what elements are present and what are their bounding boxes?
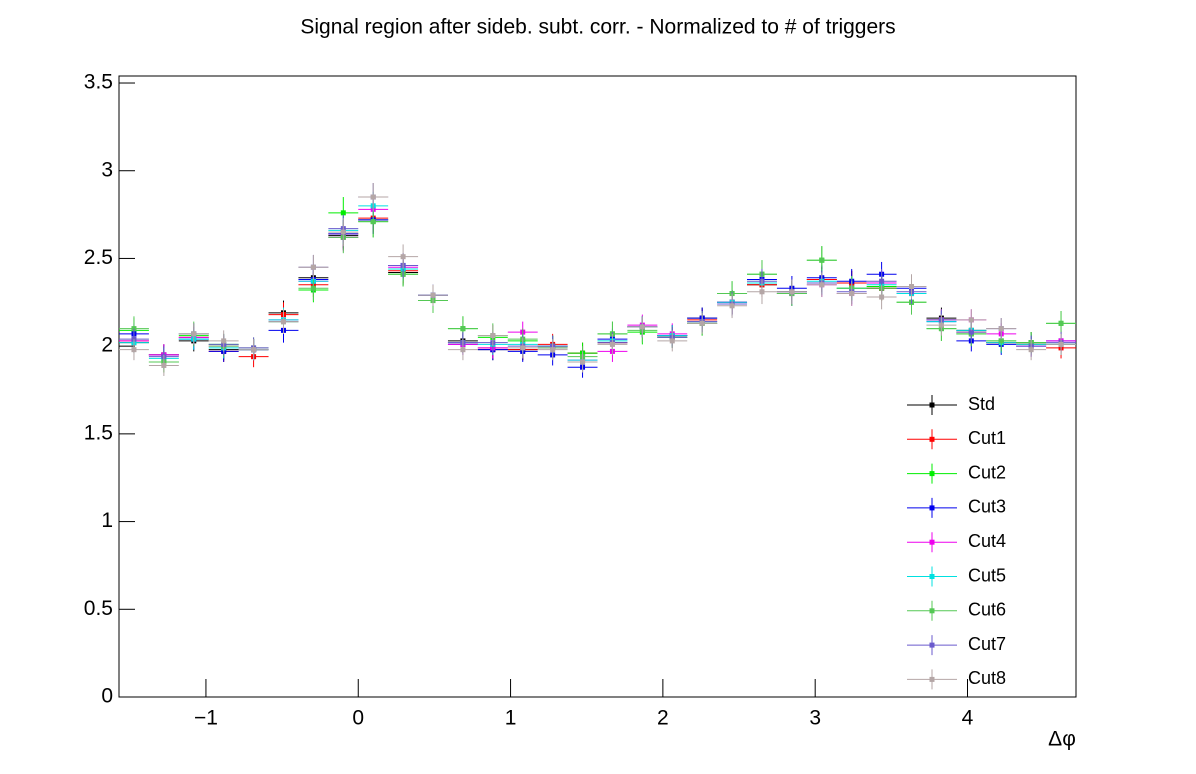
y-tick-label: 3 xyxy=(101,158,113,181)
y-tick-label: 2.5 xyxy=(84,246,113,269)
marker xyxy=(370,219,376,225)
legend-label: Cut4 xyxy=(968,531,1006,551)
x-tick-label: 3 xyxy=(809,707,821,730)
legend-marker xyxy=(929,676,935,682)
marker xyxy=(909,284,915,290)
x-tick-label: −1 xyxy=(194,707,218,730)
marker xyxy=(370,194,376,200)
legend-label: Cut1 xyxy=(968,428,1006,448)
marker xyxy=(161,362,167,368)
legend-label: Cut7 xyxy=(968,634,1006,654)
marker xyxy=(400,254,406,260)
marker xyxy=(879,278,885,284)
marker xyxy=(938,322,944,328)
marker xyxy=(998,326,1004,332)
legend-label: Std xyxy=(968,394,995,414)
marker xyxy=(191,331,197,337)
marker xyxy=(879,294,885,300)
legend-marker xyxy=(929,574,935,579)
legend-marker xyxy=(929,471,935,477)
legend-marker xyxy=(929,402,935,408)
legend-label: Cut8 xyxy=(968,668,1006,688)
marker xyxy=(580,359,586,365)
x-tick-label: 2 xyxy=(657,707,669,730)
marker xyxy=(819,257,825,263)
marker xyxy=(789,289,795,295)
marker xyxy=(251,347,257,353)
legend-label: Cut6 xyxy=(968,600,1006,620)
marker xyxy=(729,303,735,309)
marker xyxy=(490,333,496,339)
x-axis-title: Δφ xyxy=(1048,728,1076,751)
marker xyxy=(131,347,137,353)
marker xyxy=(460,326,466,332)
marker xyxy=(430,292,436,298)
marker xyxy=(1058,320,1064,326)
y-tick-label: 1.5 xyxy=(84,421,113,444)
legend-marker xyxy=(929,539,935,545)
marker xyxy=(759,289,765,295)
chart-title: Signal region after sideb. subt. corr. -… xyxy=(300,16,895,39)
marker xyxy=(968,317,974,323)
y-tick-label: 0 xyxy=(101,685,113,708)
legend-marker xyxy=(929,436,935,442)
y-tick-label: 0.5 xyxy=(84,597,113,620)
legend-label: Cut5 xyxy=(968,565,1006,585)
marker xyxy=(968,329,974,335)
marker xyxy=(310,264,316,270)
y-tick-label: 1 xyxy=(101,509,113,532)
x-tick-label: 4 xyxy=(962,707,974,730)
marker xyxy=(819,282,825,288)
marker xyxy=(998,338,1004,344)
marker xyxy=(1058,341,1064,347)
y-tick-label: 3.5 xyxy=(84,71,113,94)
marker xyxy=(520,345,526,351)
marker xyxy=(669,338,675,344)
marker xyxy=(639,324,645,330)
marker xyxy=(849,291,855,297)
marker xyxy=(460,347,466,353)
x-tick-label: 0 xyxy=(352,707,364,730)
legend-marker xyxy=(929,608,935,614)
marker xyxy=(310,285,316,291)
marker xyxy=(609,341,615,347)
marker xyxy=(550,347,556,353)
x-tick-label: 1 xyxy=(505,707,517,730)
y-tick-label: 2 xyxy=(101,334,113,357)
marker xyxy=(221,338,227,344)
plot-frame xyxy=(118,75,1077,698)
marker xyxy=(699,320,705,326)
marker xyxy=(280,319,286,325)
marker xyxy=(1028,347,1034,353)
legend-label: Cut3 xyxy=(968,497,1006,517)
legend-marker xyxy=(929,642,935,648)
marker xyxy=(340,210,346,216)
legend-label: Cut2 xyxy=(968,462,1006,482)
marker xyxy=(340,229,346,235)
legend-marker xyxy=(929,505,935,511)
